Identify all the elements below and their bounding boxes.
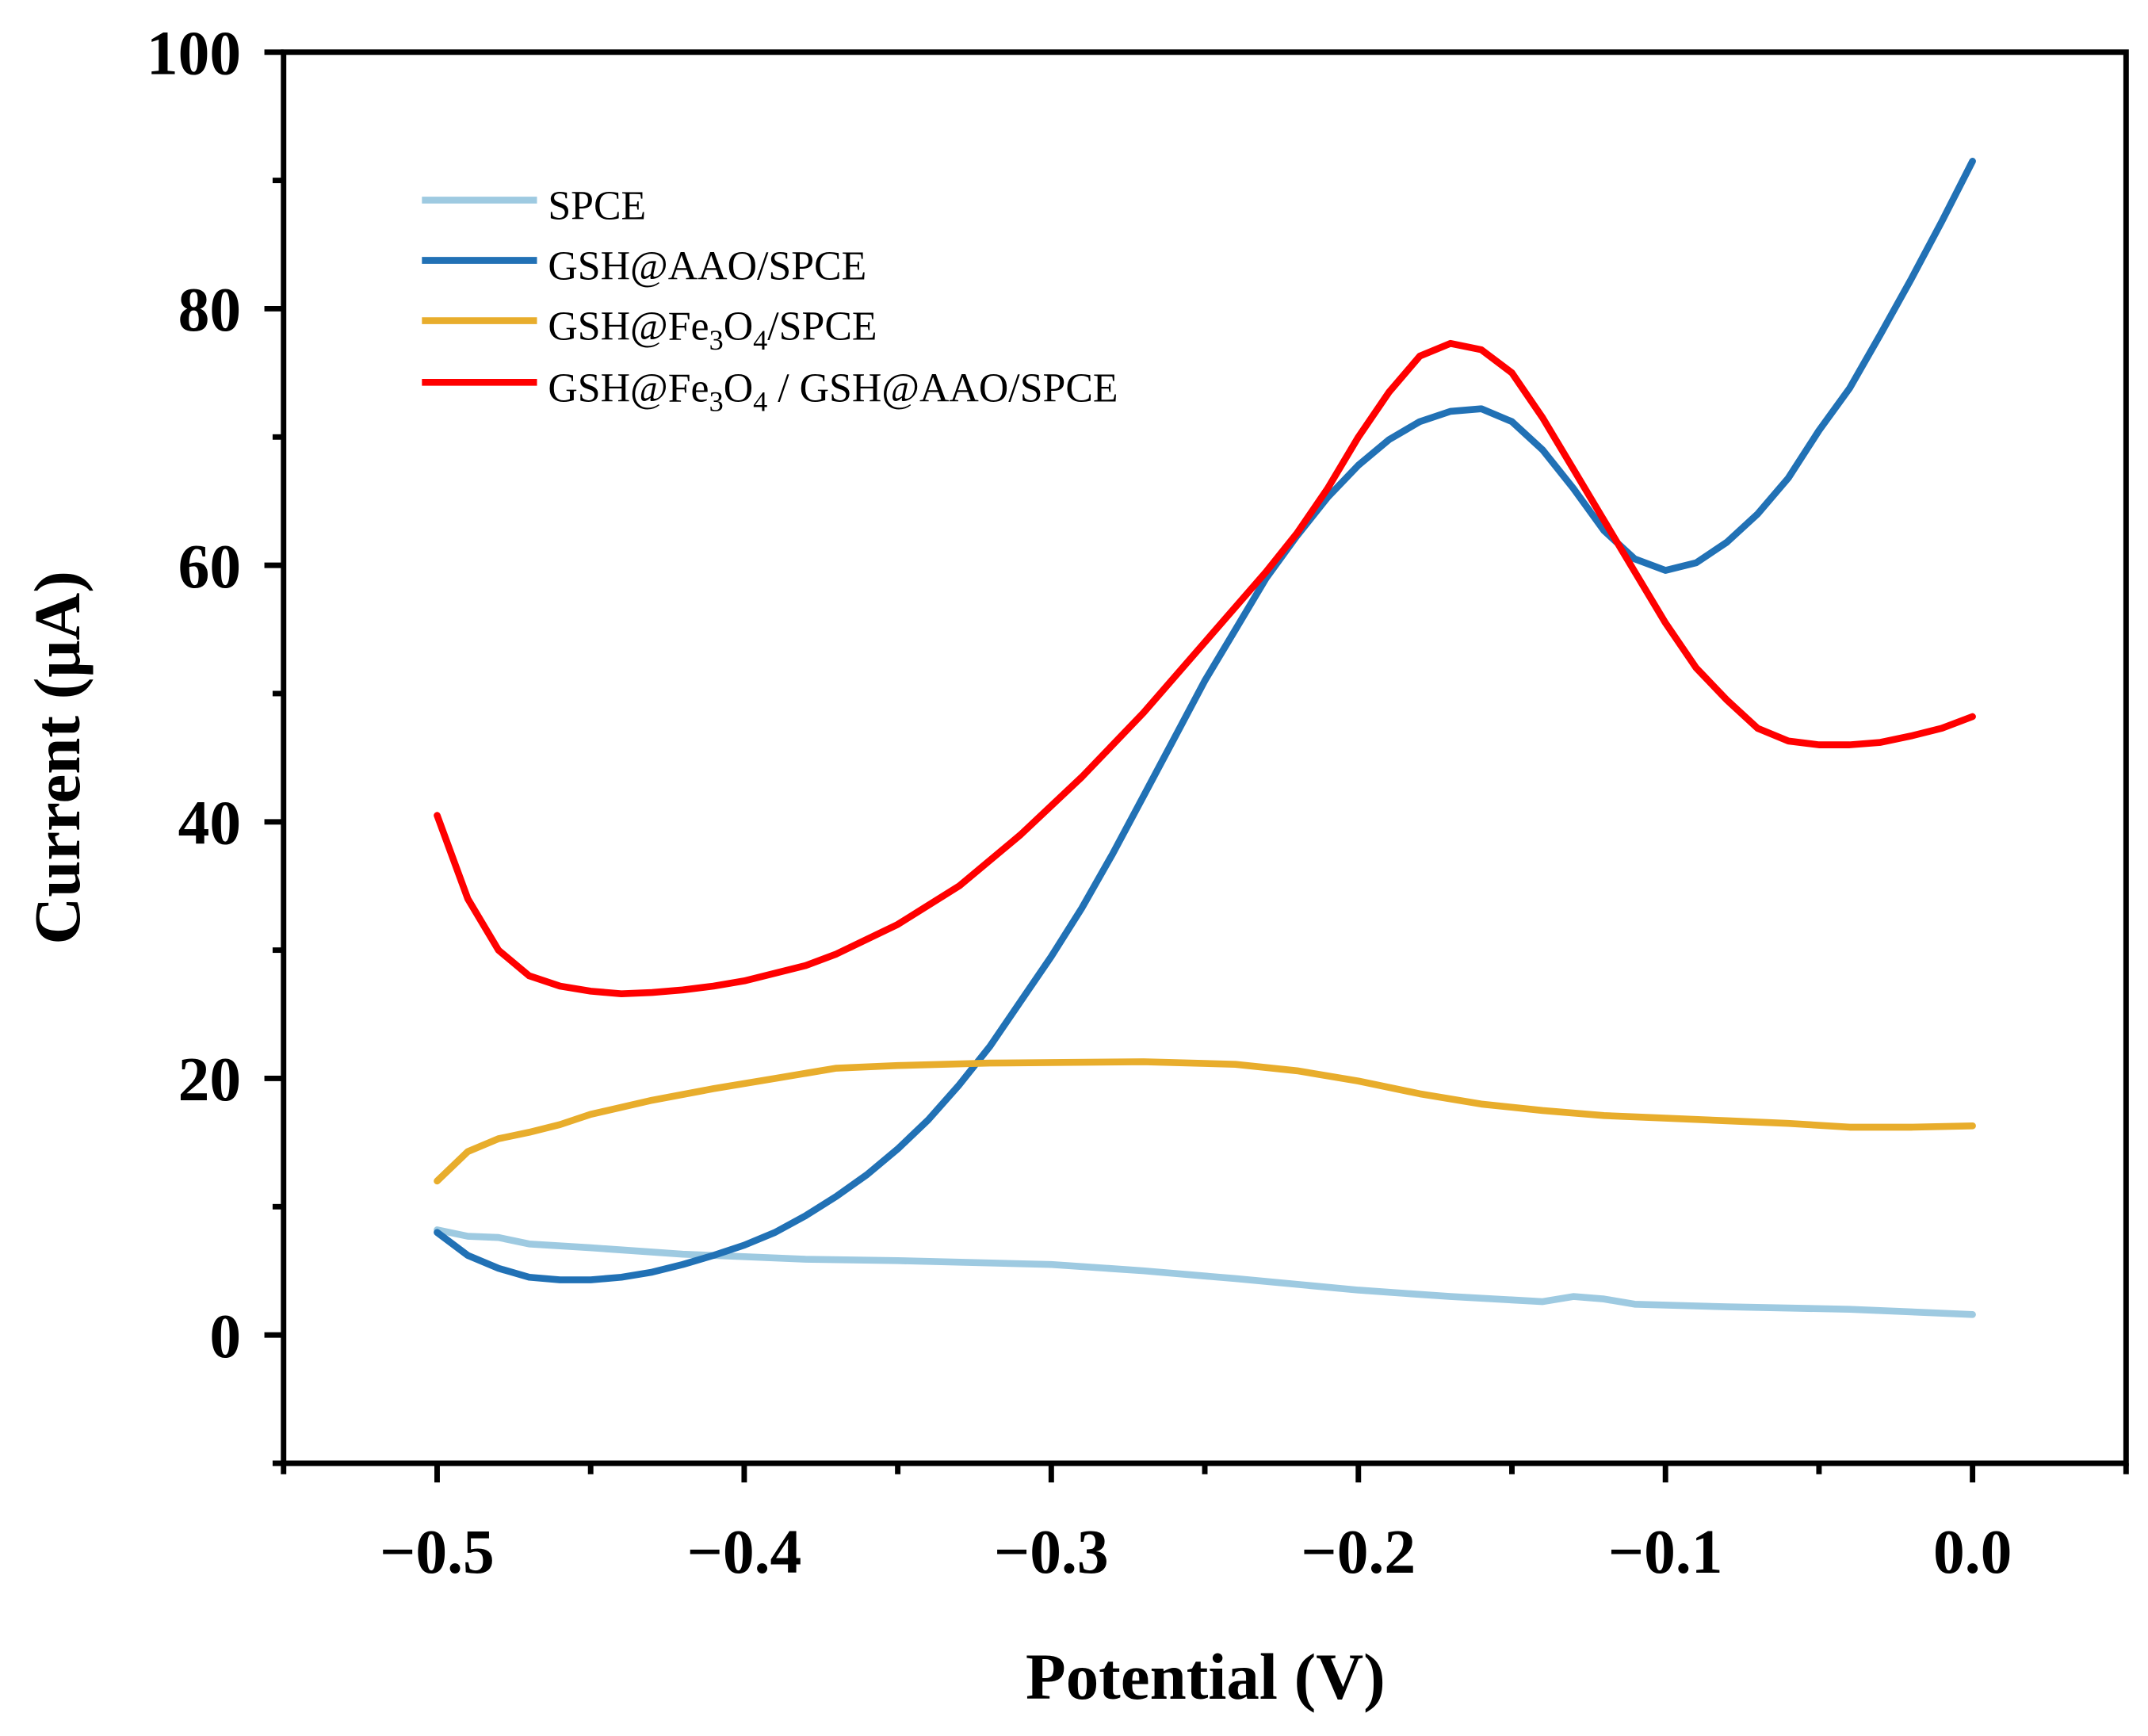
x-tick-label: 0.0 xyxy=(1933,1517,2012,1587)
x-tick-label: −0.2 xyxy=(1301,1517,1416,1587)
series-line-spce xyxy=(434,1226,1976,1318)
legend-label: GSH@Fe3O4 / GSH@AAO/SPCE xyxy=(548,366,1118,418)
axis-ticks xyxy=(264,49,2129,1483)
series-line-gsh-fe3o4-spce xyxy=(434,1058,1976,1185)
y-tick-label: 60 xyxy=(178,532,242,602)
series-lines xyxy=(434,158,1976,1318)
y-tick-label: 0 xyxy=(209,1302,241,1371)
legend-item-gsh-aao: GSH@AAO/SPCE xyxy=(422,244,866,289)
legend-label: SPCE xyxy=(548,184,646,229)
y-tick-label: 100 xyxy=(147,18,241,88)
legend: SPCE GSH@AAO/SPCE GSH@Fe3O4/SPCE GSH@Fe3… xyxy=(422,184,1118,418)
legend-item-spce: SPCE xyxy=(422,184,646,229)
x-tick-labels: −0.5 −0.4 −0.3 −0.2 −0.1 0.0 xyxy=(380,1517,2012,1587)
x-tick-label: −0.4 xyxy=(687,1517,802,1587)
y-tick-labels: 0 20 40 60 80 100 xyxy=(147,18,241,1371)
y-tick-label: 20 xyxy=(178,1045,242,1115)
x-tick-label: −0.3 xyxy=(994,1517,1109,1587)
legend-item-gsh-fe3o4-gsh-aao: GSH@Fe3O4 / GSH@AAO/SPCE xyxy=(422,366,1118,418)
x-axis-title: Potential (V) xyxy=(1026,1640,1385,1713)
legend-label: GSH@Fe3O4/SPCE xyxy=(548,304,877,356)
x-tick-label: −0.5 xyxy=(380,1517,495,1587)
y-tick-label: 40 xyxy=(178,788,242,858)
y-axis-title: Current (μA) xyxy=(21,571,94,945)
series-line-gsh-aao-spce xyxy=(434,158,1976,1283)
plot-frame xyxy=(281,49,2129,1466)
x-tick-label: −0.1 xyxy=(1608,1517,1723,1587)
legend-label: GSH@AAO/SPCE xyxy=(548,244,866,289)
y-tick-label: 80 xyxy=(178,275,242,345)
legend-item-gsh-fe3o4: GSH@Fe3O4/SPCE xyxy=(422,304,877,356)
series-line-gsh-fe3o4-gsh-aao-spce xyxy=(434,339,1976,997)
